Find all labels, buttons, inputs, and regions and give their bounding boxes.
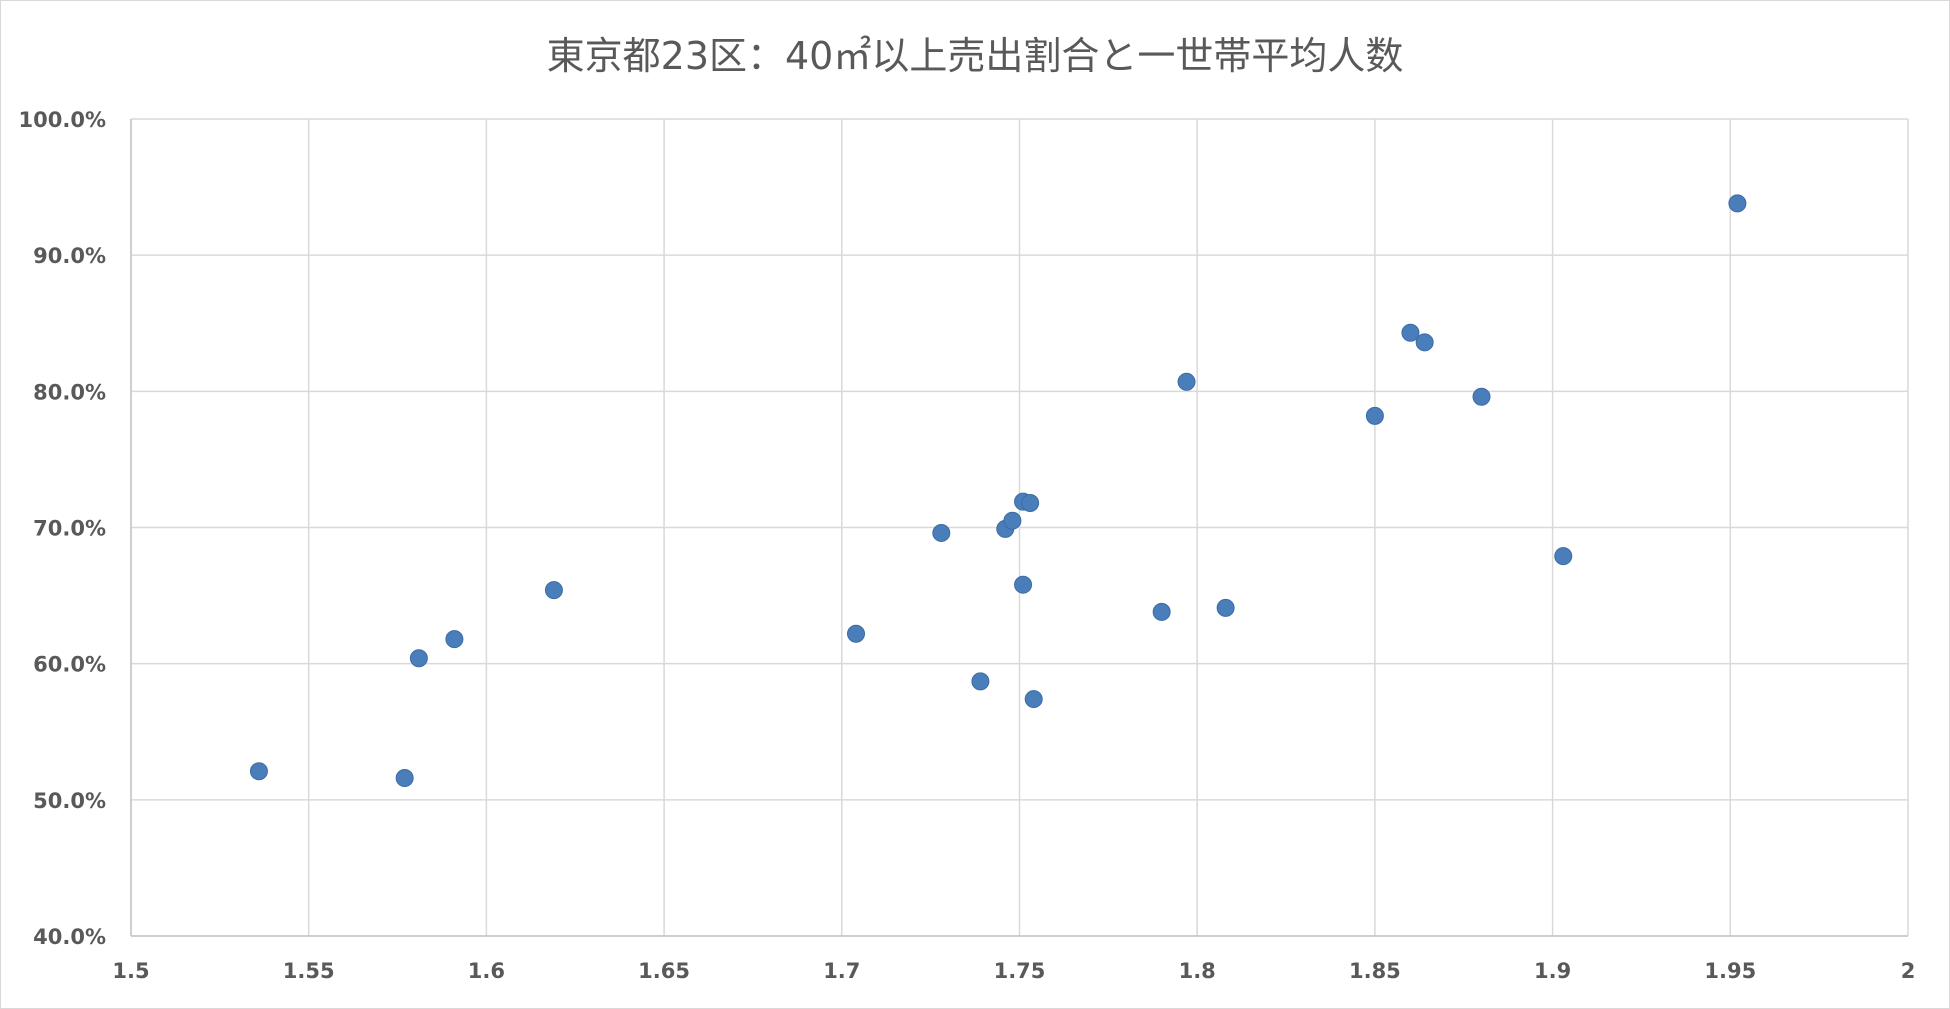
data-point — [544, 581, 563, 600]
data-point — [445, 630, 464, 649]
y-tick-label: 60.0% — [33, 653, 106, 677]
data-point — [1472, 387, 1491, 406]
x-tick-label: 1.5 — [112, 959, 149, 983]
data-point — [971, 672, 990, 691]
data-point — [847, 624, 866, 643]
chart-title: 東京都23区：40㎡以上売出割合と一世帯平均人数 — [547, 34, 1404, 78]
y-tick-label: 80.0% — [33, 380, 106, 404]
x-tick-label: 1.9 — [1534, 959, 1571, 983]
data-point — [1415, 333, 1434, 352]
data-point — [1024, 690, 1043, 709]
y-axis-tick-labels: 40.0% 50.0% 60.0% 70.0% 80.0% 90.0% 100.0% — [19, 108, 106, 949]
x-axis-tick-labels: 1.5 1.55 1.6 1.65 1.7 1.75 1.8 1.85 1.9 1.95 2 — [112, 959, 1915, 983]
y-tick-label: 70.0% — [33, 517, 106, 541]
x-tick-label: 1.95 — [1704, 959, 1756, 983]
data-point — [409, 649, 428, 668]
data-point — [1152, 602, 1171, 621]
data-point — [1365, 406, 1384, 425]
data-point — [249, 762, 268, 781]
data-points — [249, 194, 1747, 788]
data-point — [1728, 194, 1747, 213]
data-point — [1014, 575, 1033, 594]
data-point — [932, 523, 951, 542]
data-point — [1554, 547, 1573, 566]
x-tick-label: 1.6 — [468, 959, 505, 983]
x-tick-label: 1.8 — [1179, 959, 1216, 983]
y-tick-label: 90.0% — [33, 244, 106, 268]
data-point — [1401, 323, 1420, 342]
x-tick-label: 1.85 — [1349, 959, 1401, 983]
data-point — [1216, 598, 1235, 617]
data-point — [1003, 511, 1022, 530]
x-tick-label: 1.75 — [994, 959, 1046, 983]
data-point — [395, 769, 414, 788]
data-point — [1021, 493, 1040, 512]
x-tick-label: 2 — [1901, 959, 1916, 983]
grid-lines — [131, 118, 1908, 936]
x-tick-label: 1.7 — [823, 959, 860, 983]
y-tick-label: 50.0% — [33, 789, 106, 813]
axes — [130, 119, 1909, 937]
x-tick-label: 1.55 — [283, 959, 335, 983]
data-point — [1177, 372, 1196, 391]
x-tick-label: 1.65 — [638, 959, 690, 983]
y-tick-label: 100.0% — [19, 108, 106, 132]
y-tick-label: 40.0% — [33, 925, 106, 949]
